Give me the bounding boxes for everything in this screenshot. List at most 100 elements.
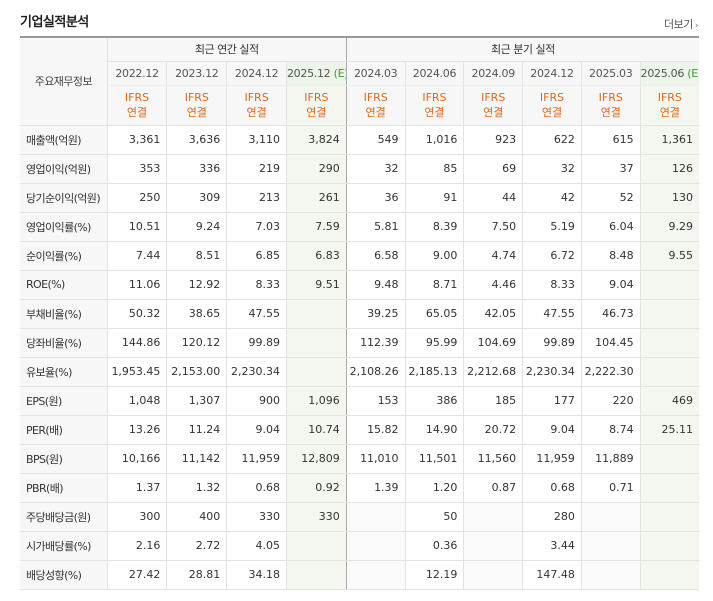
table-cell: 1,953.45	[106, 357, 167, 387]
table-cell: 85	[404, 154, 464, 184]
table-cell: 8.71	[404, 270, 464, 300]
period-label: 2025.03	[589, 66, 633, 80]
period-header: 2024.09	[463, 61, 523, 86]
table-cell: 309	[166, 183, 227, 213]
table-cell: 11,010	[345, 444, 406, 474]
period-header: 2025.06 (E)	[639, 61, 699, 86]
table-cell: 3,361	[106, 125, 167, 155]
table-cell: 4.74	[463, 241, 523, 271]
table-cell: 11,889	[580, 444, 641, 474]
ifrs-label: IFRS	[598, 91, 623, 104]
ifrs-label: IFRS	[304, 91, 329, 104]
table-cell: 8.33	[522, 270, 582, 300]
table-cell: 0.36	[404, 531, 464, 561]
table-cell: 7.59	[285, 211, 347, 242]
row-label: 유보율(%)	[20, 357, 108, 387]
table-cell: 28.81	[166, 560, 227, 590]
table-cell	[580, 501, 641, 532]
group-annual-header: 최근 연간 실적	[106, 37, 347, 62]
table-cell: 336	[166, 154, 227, 184]
table-row: BPS(원) 10,166 11,142 11,959 12,809 11,010 11,5…	[20, 444, 699, 474]
ifrs-header: IFRS 연결	[522, 85, 582, 126]
table-cell: 0.68	[226, 473, 287, 503]
table-cell: 2,222.30	[580, 357, 641, 387]
table-row: 유보율(%) 1,953.45 2,153.00 2,230.34 2,108.26 2,…	[20, 357, 699, 387]
table-row: 당좌비율(%) 144.86 120.12 99.89 112.39 95.99 104.6…	[20, 328, 699, 358]
table-cell: 219	[226, 154, 287, 184]
period-label: 2024.09	[471, 66, 516, 80]
row-label: 영업이익률(%)	[20, 211, 108, 242]
table-cell	[639, 298, 699, 329]
table-cell: 1.37	[106, 473, 167, 503]
ifrs-header: IFRS 연결	[639, 85, 699, 126]
table-cell: 14.90	[404, 415, 464, 445]
table-row: 영업이익(억원) 353 336 219 290 32 85 69 32 37 126	[20, 154, 699, 184]
ifrs-header: IFRS 연결	[345, 85, 406, 126]
table-cell: 46.73	[580, 298, 641, 329]
table-cell: 2,230.34	[522, 357, 582, 387]
table-cell: 1.20	[404, 473, 464, 503]
table-cell: 622	[522, 125, 582, 155]
consolidated-label: 연결	[306, 106, 327, 119]
table-cell: 4.05	[226, 531, 287, 561]
table-cell: 32	[345, 154, 406, 184]
table-cell: 300	[106, 501, 167, 532]
table-cell: 1,016	[404, 125, 464, 155]
period-label: 2024.06	[412, 66, 457, 80]
table-cell: 6.72	[522, 241, 582, 271]
table-cell: 11.24	[166, 415, 227, 445]
table-cell: 3,110	[226, 125, 287, 155]
table-cell: 330	[285, 501, 347, 532]
table-cell: 9.29	[639, 211, 699, 242]
table-cell: 7.03	[226, 211, 287, 242]
table-cell: 38.65	[166, 298, 227, 329]
table-cell	[463, 501, 523, 532]
table-cell: 8.39	[404, 211, 464, 242]
period-label: 2025.06	[640, 66, 685, 80]
table-cell: 12,809	[285, 444, 347, 474]
period-header: 2022.12	[106, 61, 167, 86]
table-cell: 52	[580, 183, 641, 213]
table-cell: 37	[580, 154, 641, 184]
table-cell: 9.04	[226, 415, 287, 445]
table-cell	[639, 270, 699, 300]
period-label: 2024.12	[530, 66, 574, 80]
table-cell	[285, 560, 347, 590]
table-row: 부채비율(%) 50.32 38.65 47.55 39.25 65.05 42.05 47.…	[20, 298, 699, 329]
section-header: 기업실적분석 더보기 ›	[20, 8, 699, 32]
table-cell: 2.16	[106, 531, 167, 561]
table-cell	[285, 328, 347, 358]
table-cell: 65.05	[404, 298, 464, 329]
ifrs-header: IFRS 연결	[226, 85, 287, 126]
section-title: 기업실적분석	[20, 15, 89, 30]
row-label: PBR(배)	[20, 473, 108, 503]
table-cell	[285, 357, 347, 387]
table-cell: 1.39	[345, 473, 406, 503]
table-cell: 9.24	[166, 211, 227, 242]
table-row: ROE(%) 11.06 12.92 8.33 9.51 9.48 8.71 4.46 8.33…	[20, 270, 699, 300]
table-cell: 8.51	[166, 241, 227, 271]
ifrs-header: IFRS 연결	[285, 85, 347, 126]
period-header: 2024.06	[404, 61, 464, 86]
table-cell: 44	[463, 183, 523, 213]
ifrs-header: IFRS 연결	[463, 85, 523, 126]
table-row: 배당성향(%) 27.42 28.81 34.18 12.19 147.48	[20, 560, 699, 590]
table-cell: 104.45	[580, 328, 641, 358]
chevron-right-icon: ›	[694, 21, 699, 31]
table-cell: 10.74	[285, 415, 347, 445]
table-cell	[285, 298, 347, 329]
table-cell: 12.92	[166, 270, 227, 300]
table-cell: 153	[345, 385, 406, 416]
table-cell: 11.06	[106, 270, 167, 300]
table-cell: 11,959	[226, 444, 287, 474]
more-link[interactable]: 더보기 ›	[664, 16, 699, 32]
table-cell: 130	[639, 183, 699, 213]
table-cell: 95.99	[404, 328, 464, 358]
table-cell: 20.72	[463, 415, 523, 445]
table-cell: 34.18	[226, 560, 287, 590]
corner-label: 주요재무정보	[20, 37, 108, 126]
period-header: 2024.12	[522, 61, 582, 86]
estimate-mark: (E)	[333, 66, 347, 80]
table-cell: 0.92	[285, 473, 347, 503]
ifrs-label: IFRS	[244, 91, 269, 104]
